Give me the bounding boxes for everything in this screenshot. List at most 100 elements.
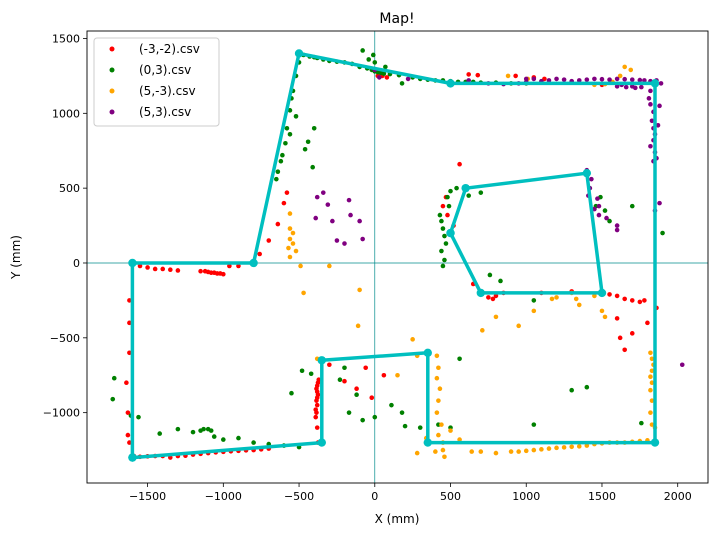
- series-0-point-63: [354, 386, 359, 392]
- x-tick-label: 0: [371, 490, 378, 503]
- path-vertex-8: [294, 49, 304, 58]
- x-tick-label: 1500: [588, 490, 616, 503]
- series-3-point-31: [614, 76, 620, 82]
- series-1-point-44: [275, 169, 281, 174]
- series-0-point-62: [342, 378, 347, 384]
- series-2-point-46: [584, 443, 590, 448]
- series-2-point-66: [493, 314, 499, 320]
- series-0-point-20: [127, 320, 132, 326]
- series-1-point-86: [457, 356, 462, 362]
- series-3-point-41: [623, 84, 629, 90]
- series-2-point-3: [290, 241, 296, 246]
- series-2-point-30: [442, 454, 447, 460]
- series-2-point-22: [434, 375, 440, 381]
- series-1-point-99: [466, 193, 471, 198]
- series-2-point-68: [531, 308, 537, 314]
- series-0-point-101: [645, 320, 650, 326]
- series-1-point-80: [389, 402, 394, 408]
- series-3-point-45: [648, 88, 653, 94]
- series-0-point-29: [160, 266, 166, 272]
- series-0-point-57: [314, 410, 319, 415]
- series-3-point-35: [642, 78, 647, 83]
- series-2-point-38: [523, 448, 529, 454]
- series-2-point-70: [554, 295, 559, 300]
- series-1-point-96: [448, 188, 453, 194]
- series-3-point-63: [596, 203, 602, 209]
- path-vertex-10: [128, 258, 137, 268]
- path-vertex-7: [446, 79, 455, 88]
- y-tick-label: −1000: [43, 407, 80, 420]
- series-3-point-14: [466, 78, 471, 83]
- series-0-point-92: [622, 296, 627, 302]
- series-0-point-54: [314, 398, 319, 403]
- series-1-point-90: [442, 233, 447, 239]
- series-1-point-82: [402, 423, 408, 429]
- y-tick-label: −500: [50, 332, 80, 345]
- x-axis-ticks: −1500 −1000 −500 0 500 1000 1500 2000: [129, 483, 692, 503]
- series-1-point-61: [201, 426, 206, 432]
- series-2-point-40: [539, 447, 544, 452]
- series-2-point-0: [287, 226, 293, 231]
- series-1-point-65: [221, 437, 226, 442]
- series-3-point-68: [614, 223, 620, 228]
- series-1-point-33: [370, 52, 376, 58]
- series-1-point-15: [381, 71, 387, 76]
- inner-path-vertex-5: [446, 228, 455, 238]
- legend-label-0: (-3,-2).csv: [139, 42, 200, 56]
- series-0-point-85: [493, 293, 499, 299]
- series-2-point-67: [516, 323, 521, 329]
- series-0-point-94: [637, 299, 643, 305]
- series-3-point-44: [639, 84, 644, 90]
- x-tick-label: 1000: [512, 490, 540, 503]
- series-2-point-84: [505, 73, 511, 79]
- series-3-point-57: [655, 122, 661, 128]
- series-0-point-65: [369, 395, 375, 400]
- series-2-point-24: [436, 398, 441, 403]
- series-2-point-58: [648, 387, 653, 393]
- series-3-point-22: [546, 78, 552, 83]
- series-2-point-23: [437, 386, 443, 392]
- series-1-point-64: [211, 434, 217, 439]
- series-3-point-20: [531, 76, 537, 82]
- series-1-point-74: [337, 377, 343, 383]
- series-1-point-47: [293, 114, 299, 119]
- series-0-point-30: [168, 267, 173, 273]
- series-2-point-78: [628, 67, 634, 73]
- series-2-point-2: [287, 236, 293, 242]
- series-2-point-13: [355, 323, 361, 329]
- series-2-point-31: [448, 428, 453, 433]
- path-vertex-6: [650, 79, 660, 88]
- x-tick-label: −500: [284, 490, 314, 503]
- series-2-point-76: [602, 314, 608, 320]
- series-2-point-27: [436, 432, 441, 438]
- series-2-point-5: [293, 248, 299, 254]
- inner-path-vertex-2: [582, 168, 592, 178]
- series-3-point-33: [629, 77, 635, 82]
- series-2-point-56: [648, 410, 653, 415]
- series-1-point-108: [531, 298, 537, 303]
- series-2-point-34: [478, 449, 484, 454]
- series-2-point-29: [440, 447, 446, 453]
- series-1-point-88: [439, 218, 444, 224]
- series-0-point-66: [381, 372, 387, 378]
- series-3-point-62: [595, 196, 600, 201]
- series-2-point-83: [480, 328, 485, 333]
- series-2-point-39: [531, 447, 537, 453]
- series-2-point-10: [301, 290, 306, 296]
- series-2-point-77: [622, 64, 627, 70]
- series-0-point-43: [266, 238, 272, 243]
- series-3-point-38: [658, 81, 664, 86]
- series-1-point-63: [208, 428, 214, 433]
- series-0-point-91: [614, 293, 620, 299]
- series-1-point-58: [175, 426, 181, 432]
- x-tick-label: 500: [440, 490, 461, 503]
- series-0-point-22: [124, 380, 129, 386]
- series-0-point-41: [236, 263, 241, 269]
- series-3-point-9: [342, 241, 347, 246]
- series-1-point-109: [660, 230, 665, 236]
- series-1-point-87: [437, 212, 443, 218]
- series-3-point-6: [348, 212, 353, 218]
- series-1-point-59: [190, 429, 196, 435]
- series-1-point-104: [607, 218, 612, 224]
- series-3-point-34: [637, 77, 643, 83]
